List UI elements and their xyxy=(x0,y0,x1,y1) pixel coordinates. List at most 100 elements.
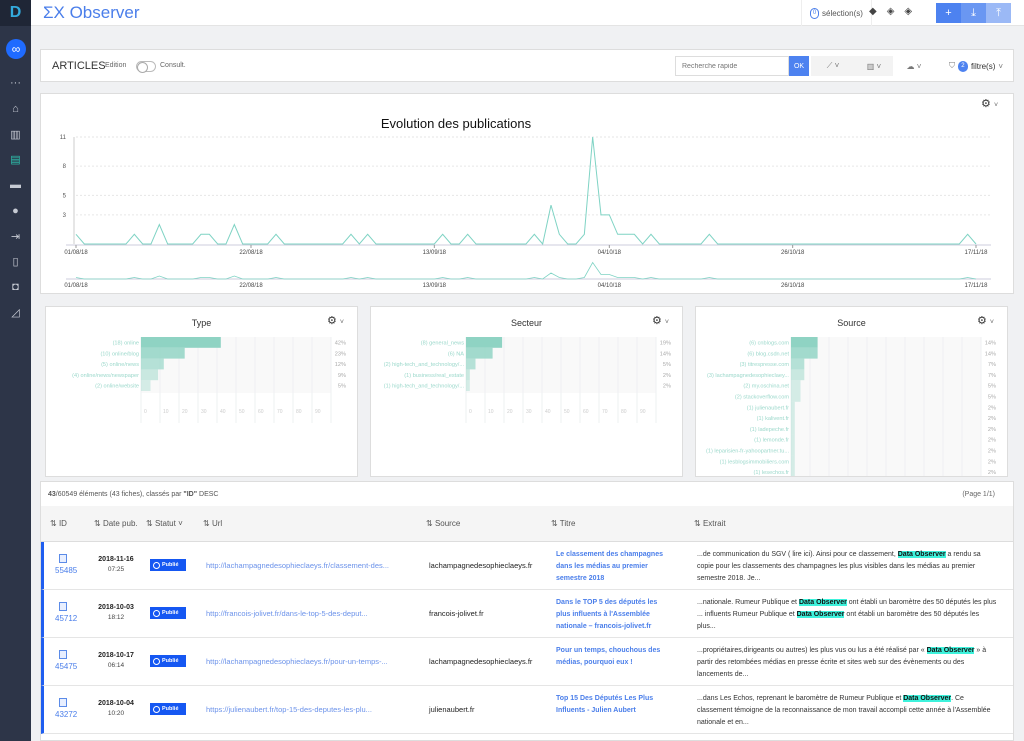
article-url-link[interactable]: http://francois-jolivet.fr/dans-le-top-5… xyxy=(206,609,368,618)
article-url-link[interactable]: http://lachampagnedesophieclaeys.fr/clas… xyxy=(206,561,390,570)
column-id[interactable]: ⇅ ID xyxy=(50,519,67,528)
article-extract: ...propriétaires,dirigeants ou autres) l… xyxy=(697,645,997,681)
bar xyxy=(141,358,164,370)
article-title-link[interactable]: Top 15 Des Députés Les Plus Influents - … xyxy=(556,695,654,714)
tools-icon[interactable]: ◿ xyxy=(11,307,20,319)
document-icon[interactable]: ▯ xyxy=(12,256,19,268)
chart-title: Evolution des publications xyxy=(381,116,532,131)
selection-button[interactable]: 0 sélection(s) xyxy=(801,0,872,26)
column-title[interactable]: ⇅ Titre xyxy=(551,519,576,528)
layers-icon[interactable]: ◈ xyxy=(886,6,895,17)
navigator-line xyxy=(75,261,977,280)
add-button[interactable]: + xyxy=(936,3,961,23)
column-status[interactable]: ⇅ Statut ˅ xyxy=(146,519,183,528)
layers-icon[interactable]: ◈ xyxy=(904,6,913,17)
home-icon[interactable]: ⌂ xyxy=(12,102,19,115)
bar xyxy=(141,337,221,348)
table-row[interactable]: 45712 2018-10-03 18:12 Publié http://fra… xyxy=(41,590,1013,638)
articles-toolbar: ARTICLES Edition Consult. OK ⟋ ˅ ▥ ˅ ☁ ˅… xyxy=(40,49,1014,82)
x-tick-label: 50 xyxy=(564,409,570,415)
search-ok-button[interactable]: OK xyxy=(789,56,809,76)
source-settings-button[interactable]: ⚙ ˅ xyxy=(977,315,995,327)
extract-text: ...propriétaires,dirigeants ou autres) l… xyxy=(697,647,927,654)
type-settings-button[interactable]: ⚙ ˅ xyxy=(327,315,345,327)
x-tick-label: 80 xyxy=(296,409,302,415)
source-bar-chart: (6) cnblogs.com 14% (6) blog.csdn.net 14% (3… xyxy=(706,337,996,476)
extract-text: ...dans Les Echos, reprenant le baromètr… xyxy=(697,695,904,702)
category-label: (2) high-tech_and_technology/... xyxy=(384,362,465,368)
x-tick-label: 13/09/18 xyxy=(423,250,447,256)
navigator-tick-label: 17/11/18 xyxy=(965,283,989,289)
more-icon[interactable]: ··· xyxy=(10,77,21,89)
brand-title[interactable]: ΣX Observer xyxy=(43,3,140,22)
article-title-link[interactable]: Dans le TOP 5 des députés les plus influ… xyxy=(556,599,658,630)
document-icon[interactable] xyxy=(59,602,67,611)
bar-chart-dropdown[interactable]: ▥ ˅ xyxy=(855,56,893,76)
article-id-link[interactable]: 43272 xyxy=(55,710,78,719)
navigator-tick-label: 13/09/18 xyxy=(423,283,447,289)
article-url-link[interactable]: http://lachampagnedesophieclaeys.fr/pour… xyxy=(206,657,388,666)
table-row[interactable]: 43272 2018-10-04 10:20 Publié https://ju… xyxy=(41,686,1013,734)
bar xyxy=(791,358,805,370)
column-extract[interactable]: ⇅ Extrait xyxy=(694,519,726,528)
category-label: (1) leparisien-fr-yahoopartner.tu... xyxy=(706,449,789,455)
column-date[interactable]: ⇅ Date pub. xyxy=(94,519,138,528)
bar xyxy=(791,337,818,348)
articles-icon[interactable]: ▤ xyxy=(10,154,21,166)
user-icon[interactable]: ● xyxy=(12,204,19,217)
article-id-link[interactable]: 55485 xyxy=(55,566,78,575)
app-logo[interactable]: D xyxy=(0,0,31,26)
type-bar-chart: 0 10 20 30 40 50 60 70 80 90 (18) online 42% (10) on… xyxy=(72,337,346,423)
folder-icon[interactable]: ▬ xyxy=(10,179,21,191)
type-chart-panel: Type ⚙ ˅ 0 10 20 30 40 50 60 70 80 90 (18) online 42%… xyxy=(45,306,358,477)
bar-chart-icon[interactable]: ▥ xyxy=(10,128,21,141)
document-icon[interactable] xyxy=(59,554,67,563)
article-id-link[interactable]: 45475 xyxy=(55,662,78,671)
sidebar-main-button[interactable]: ∞ xyxy=(6,39,26,59)
line-chart-dropdown[interactable]: ⟋ ˅ xyxy=(811,56,855,76)
search-input[interactable] xyxy=(675,56,789,76)
column-source[interactable]: ⇅ Source xyxy=(426,519,461,528)
inbox-icon[interactable]: ◘ xyxy=(12,281,19,293)
category-label: (1) lesechos.fr xyxy=(754,470,790,476)
value-label: 2% xyxy=(663,384,671,390)
category-label: (6) NA xyxy=(448,351,464,357)
article-id-link[interactable]: 45712 xyxy=(55,614,78,623)
extract-text: » à partir des retombées médias en press… xyxy=(697,647,987,678)
mode-toggle[interactable] xyxy=(136,61,156,73)
upload-button[interactable]: ⤒ xyxy=(986,3,1011,23)
chart-settings-button[interactable]: ⚙ ˅ xyxy=(981,98,999,110)
bar xyxy=(466,369,470,381)
value-label: 14% xyxy=(985,351,996,357)
filter-button[interactable]: ⛉ 2 filtre(s) ˅ xyxy=(948,60,1004,72)
layers-icon[interactable]: ◆ xyxy=(869,6,877,17)
article-title-link[interactable]: Pour un temps, chouchous des médias, pou… xyxy=(556,647,661,666)
download-button[interactable]: ⤓ xyxy=(961,3,986,23)
x-tick-label: 60 xyxy=(258,409,264,415)
cloud-dropdown[interactable]: ☁ ˅ xyxy=(906,61,922,71)
article-extract: ...nationale. Rumeur Publique et Data Ob… xyxy=(697,597,997,633)
secteur-settings-button[interactable]: ⚙ ˅ xyxy=(652,315,670,327)
extract-text: ...nationale. Rumeur Publique et xyxy=(697,599,799,606)
category-label: (6) cnblogs.com xyxy=(749,341,789,347)
category-label: (6) blog.csdn.net xyxy=(747,351,789,357)
gear-icon: ⚙ xyxy=(981,98,991,110)
page-title: ARTICLES xyxy=(52,60,106,72)
category-label: (1) ladepeche.fr xyxy=(750,427,789,433)
category-label: (10) online/blog xyxy=(100,351,139,357)
category-label: (1) high-tech_and_technology/... xyxy=(384,384,465,390)
extract-text: ont établi un baromètre des 50 députés l… xyxy=(697,611,980,630)
login-icon[interactable]: ⇥ xyxy=(10,230,21,243)
table-row[interactable]: 45475 2018-10-17 06:14 Publié http://lac… xyxy=(41,638,1013,686)
category-label: (1) lesblogsimmobiliers.com xyxy=(720,459,790,465)
document-icon[interactable] xyxy=(59,650,67,659)
table-row[interactable]: 55485 2018-11-16 07:25 Publié http://lac… xyxy=(41,542,1013,590)
column-url[interactable]: ⇅ Url xyxy=(203,519,223,528)
chart-title: Type xyxy=(191,318,212,328)
article-title-link[interactable]: Le classement des champagnes dans les mé… xyxy=(556,551,663,582)
pub-time: 06:14 xyxy=(107,662,125,669)
x-tick-label: 30 xyxy=(201,409,207,415)
bar xyxy=(466,380,470,391)
article-url-link[interactable]: https://julienaubert.fr/top-15-des-deput… xyxy=(206,705,372,714)
document-icon[interactable] xyxy=(59,698,67,707)
